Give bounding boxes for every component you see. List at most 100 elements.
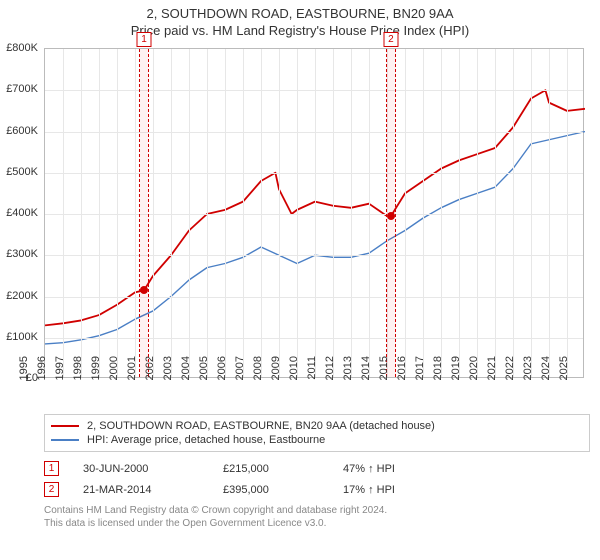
x-axis-label: 1995 [18, 356, 30, 386]
x-axis-label: 2010 [288, 356, 300, 386]
y-gridline [45, 297, 583, 298]
sale-price: £215,000 [223, 463, 343, 475]
y-gridline [45, 173, 583, 174]
x-axis-label: 2025 [558, 356, 570, 386]
legend-label: 2, SOUTHDOWN ROAD, EASTBOURNE, BN20 9AA … [87, 420, 435, 432]
x-axis-label: 2016 [396, 356, 408, 386]
x-gridline [207, 49, 208, 377]
x-gridline [459, 49, 460, 377]
x-axis-label: 2013 [342, 356, 354, 386]
x-axis-label: 2000 [108, 356, 120, 386]
sale-hpi: 17% ↑ HPI [343, 484, 463, 496]
x-gridline [99, 49, 100, 377]
sale-hpi: 47% ↑ HPI [343, 463, 463, 475]
y-axis-label: £400K [6, 207, 38, 219]
attrib-line2: This data is licensed under the Open Gov… [44, 517, 590, 530]
page-subtitle: Price paid vs. HM Land Registry's House … [0, 21, 600, 38]
x-axis-label: 1996 [36, 356, 48, 386]
x-gridline [513, 49, 514, 377]
x-axis-label: 2012 [324, 356, 336, 386]
x-axis-label: 2003 [162, 356, 174, 386]
x-axis-label: 2007 [234, 356, 246, 386]
legend-label: HPI: Average price, detached house, East… [87, 434, 325, 446]
x-gridline [549, 49, 550, 377]
x-gridline [369, 49, 370, 377]
x-axis-label: 2019 [450, 356, 462, 386]
sale-marker-band [139, 49, 150, 377]
y-axis-label: £300K [6, 248, 38, 260]
x-axis-label: 2005 [198, 356, 210, 386]
x-gridline [261, 49, 262, 377]
x-axis-label: 2011 [306, 356, 318, 386]
sale-date: 30-JUN-2000 [83, 463, 223, 475]
x-axis-label: 2014 [360, 356, 372, 386]
x-gridline [531, 49, 532, 377]
sale-marker-badge: 1 [137, 32, 152, 47]
x-gridline [81, 49, 82, 377]
sale-row: 2 21-MAR-2014£395,00017% ↑ HPI [44, 479, 590, 500]
y-axis-label: £700K [6, 83, 38, 95]
x-axis-label: 2008 [252, 356, 264, 386]
x-axis-label: 2001 [126, 356, 138, 386]
sale-marker-dot [140, 286, 148, 294]
x-axis-label: 2023 [522, 356, 534, 386]
x-axis-label: 2004 [180, 356, 192, 386]
page-title: 2, SOUTHDOWN ROAD, EASTBOURNE, BN20 9AA [0, 0, 600, 21]
x-axis-label: 2006 [216, 356, 228, 386]
sale-badge: 2 [44, 482, 59, 497]
x-gridline [63, 49, 64, 377]
x-axis-label: 2002 [144, 356, 156, 386]
legend-item: HPI: Average price, detached house, East… [51, 433, 583, 447]
y-gridline [45, 90, 583, 91]
y-axis-label: £100K [6, 331, 38, 343]
sale-date: 21-MAR-2014 [83, 484, 223, 496]
x-axis-label: 1999 [90, 356, 102, 386]
x-gridline [333, 49, 334, 377]
x-gridline [189, 49, 190, 377]
sale-badge: 1 [44, 461, 59, 476]
x-gridline [117, 49, 118, 377]
x-axis-label: 1998 [72, 356, 84, 386]
x-gridline [225, 49, 226, 377]
y-gridline [45, 132, 583, 133]
x-gridline [135, 49, 136, 377]
x-gridline [315, 49, 316, 377]
y-axis-label: £600K [6, 125, 38, 137]
y-axis-label: £200K [6, 290, 38, 302]
x-axis-label: 1997 [54, 356, 66, 386]
x-gridline [153, 49, 154, 377]
x-gridline [441, 49, 442, 377]
chart: 12 £0£100K£200K£300K£400K£500K£600K£700K… [44, 48, 584, 408]
x-gridline [279, 49, 280, 377]
x-axis-label: 2018 [432, 356, 444, 386]
y-axis-label: £800K [6, 42, 38, 54]
sale-marker-dot [387, 212, 395, 220]
legend-swatch [51, 439, 79, 441]
y-gridline [45, 338, 583, 339]
sale-price: £395,000 [223, 484, 343, 496]
x-gridline [423, 49, 424, 377]
x-gridline [171, 49, 172, 377]
x-axis-label: 2017 [414, 356, 426, 386]
y-gridline [45, 255, 583, 256]
x-axis-label: 2020 [468, 356, 480, 386]
sales-table: 1 30-JUN-2000£215,00047% ↑ HPI 2 21-MAR-201… [44, 458, 590, 500]
x-axis-label: 2015 [378, 356, 390, 386]
x-gridline [477, 49, 478, 377]
attribution: Contains HM Land Registry data © Crown c… [44, 504, 590, 530]
legend: 2, SOUTHDOWN ROAD, EASTBOURNE, BN20 9AA … [44, 414, 590, 452]
x-axis-label: 2024 [540, 356, 552, 386]
x-gridline [405, 49, 406, 377]
sale-marker-badge: 2 [383, 32, 398, 47]
plot-area: 12 [44, 48, 584, 378]
x-axis-label: 2021 [486, 356, 498, 386]
x-axis-label: 2022 [504, 356, 516, 386]
x-gridline [243, 49, 244, 377]
sale-row: 1 30-JUN-2000£215,00047% ↑ HPI [44, 458, 590, 479]
x-gridline [495, 49, 496, 377]
x-gridline [567, 49, 568, 377]
attrib-line1: Contains HM Land Registry data © Crown c… [44, 504, 590, 517]
legend-swatch [51, 425, 79, 427]
x-gridline [351, 49, 352, 377]
y-gridline [45, 214, 583, 215]
